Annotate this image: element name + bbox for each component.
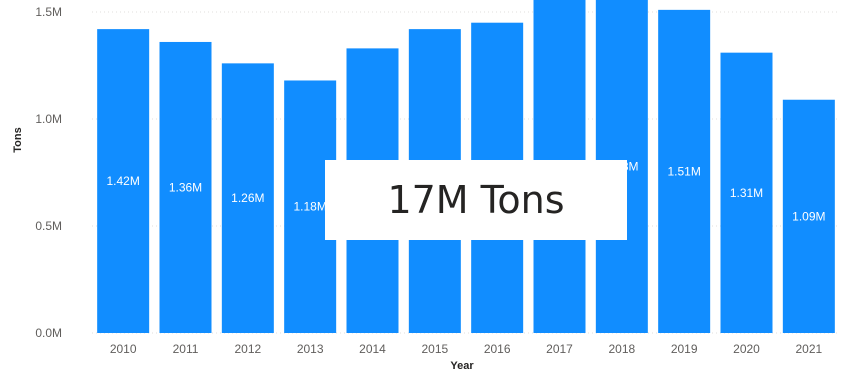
data-label-2013: 1.18M bbox=[293, 200, 326, 214]
x-tick-label: 2016 bbox=[484, 342, 511, 356]
x-tick-label: 2010 bbox=[110, 342, 137, 356]
x-tick-label: 2013 bbox=[297, 342, 324, 356]
y-tick-label: 0.5M bbox=[35, 219, 62, 233]
bar-2011[interactable] bbox=[159, 41, 212, 334]
data-label-2019: 1.51M bbox=[667, 164, 700, 178]
x-tick-label: 2011 bbox=[173, 342, 199, 356]
bar-2019[interactable] bbox=[658, 9, 711, 334]
bar-2020[interactable] bbox=[720, 52, 773, 333]
kpi-card: 17M Tons bbox=[325, 160, 627, 240]
x-tick-label: 2014 bbox=[359, 342, 386, 356]
x-axis-title: Year bbox=[450, 360, 474, 372]
x-tick-label: 2020 bbox=[733, 342, 760, 356]
bar-2021[interactable] bbox=[782, 99, 835, 334]
data-label-2011: 1.36M bbox=[169, 180, 202, 194]
bar-2010[interactable] bbox=[97, 29, 150, 334]
y-tick-label: 1.0M bbox=[35, 112, 62, 126]
x-tick-label: 2019 bbox=[671, 342, 698, 356]
y-axis-ticks: 0.0M 0.5M 1.0M 1.5M bbox=[35, 5, 62, 340]
gridlines bbox=[92, 11, 840, 334]
kpi-value: 17M Tons bbox=[387, 178, 565, 222]
x-tick-label: 2017 bbox=[546, 342, 573, 356]
bar-2012[interactable] bbox=[221, 63, 274, 334]
x-tick-label: 2018 bbox=[608, 342, 635, 356]
y-tick-label: 0.0M bbox=[35, 326, 62, 340]
x-tick-label: 2015 bbox=[421, 342, 448, 356]
data-label-2020: 1.31M bbox=[730, 186, 763, 200]
y-tick-label: 1.5M bbox=[35, 5, 62, 19]
data-label-2021: 1.09M bbox=[792, 209, 825, 223]
x-tick-label: 2021 bbox=[795, 342, 822, 356]
x-axis-ticks: 2010 2011 2012 2013 2014 2015 2016 2017 2018 2019… bbox=[110, 342, 823, 356]
data-label-2010: 1.42M bbox=[106, 174, 139, 188]
data-label-2012: 1.26M bbox=[231, 191, 264, 205]
x-tick-label: 2012 bbox=[234, 342, 261, 356]
y-axis-title: Tons bbox=[12, 127, 24, 152]
